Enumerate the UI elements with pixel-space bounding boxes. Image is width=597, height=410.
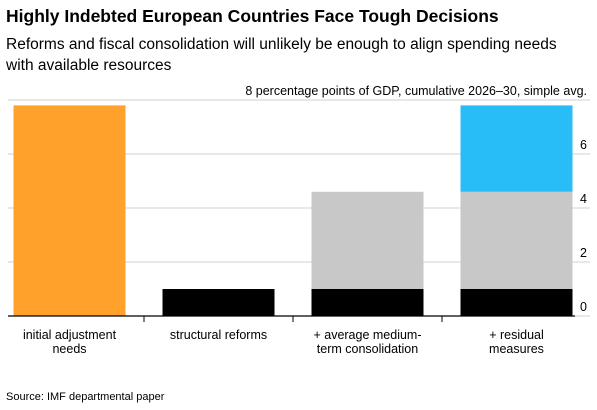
y-tick-label: 6	[580, 138, 587, 152]
x-tick-label: + average medium-term consolidation	[313, 328, 422, 356]
bar-segment	[311, 289, 424, 316]
chart-subtitle: Reforms and fiscal consolidation will un…	[6, 36, 557, 74]
y-tick-label: 8 percentage points of GDP, cumulative 2…	[245, 84, 587, 98]
x-tick-label: + residual measures	[489, 328, 544, 356]
bar-segment	[460, 289, 573, 316]
y-tick-label: 0	[580, 300, 587, 314]
y-tick-label: 2	[580, 246, 587, 260]
bar-segment	[13, 105, 126, 317]
y-tick-label: 4	[580, 192, 587, 206]
x-tick-label: structural reforms	[169, 328, 268, 342]
chart-title: Highly Indebted European Countries Face …	[6, 6, 499, 26]
bar-segment	[311, 191, 424, 289]
bar-segment	[460, 191, 573, 289]
bar-segment	[162, 289, 275, 316]
source-note: Source: IMF departmental paper	[6, 391, 165, 403]
bar-segment	[460, 105, 573, 192]
x-tick-label: initial adjustment needs	[22, 328, 117, 356]
